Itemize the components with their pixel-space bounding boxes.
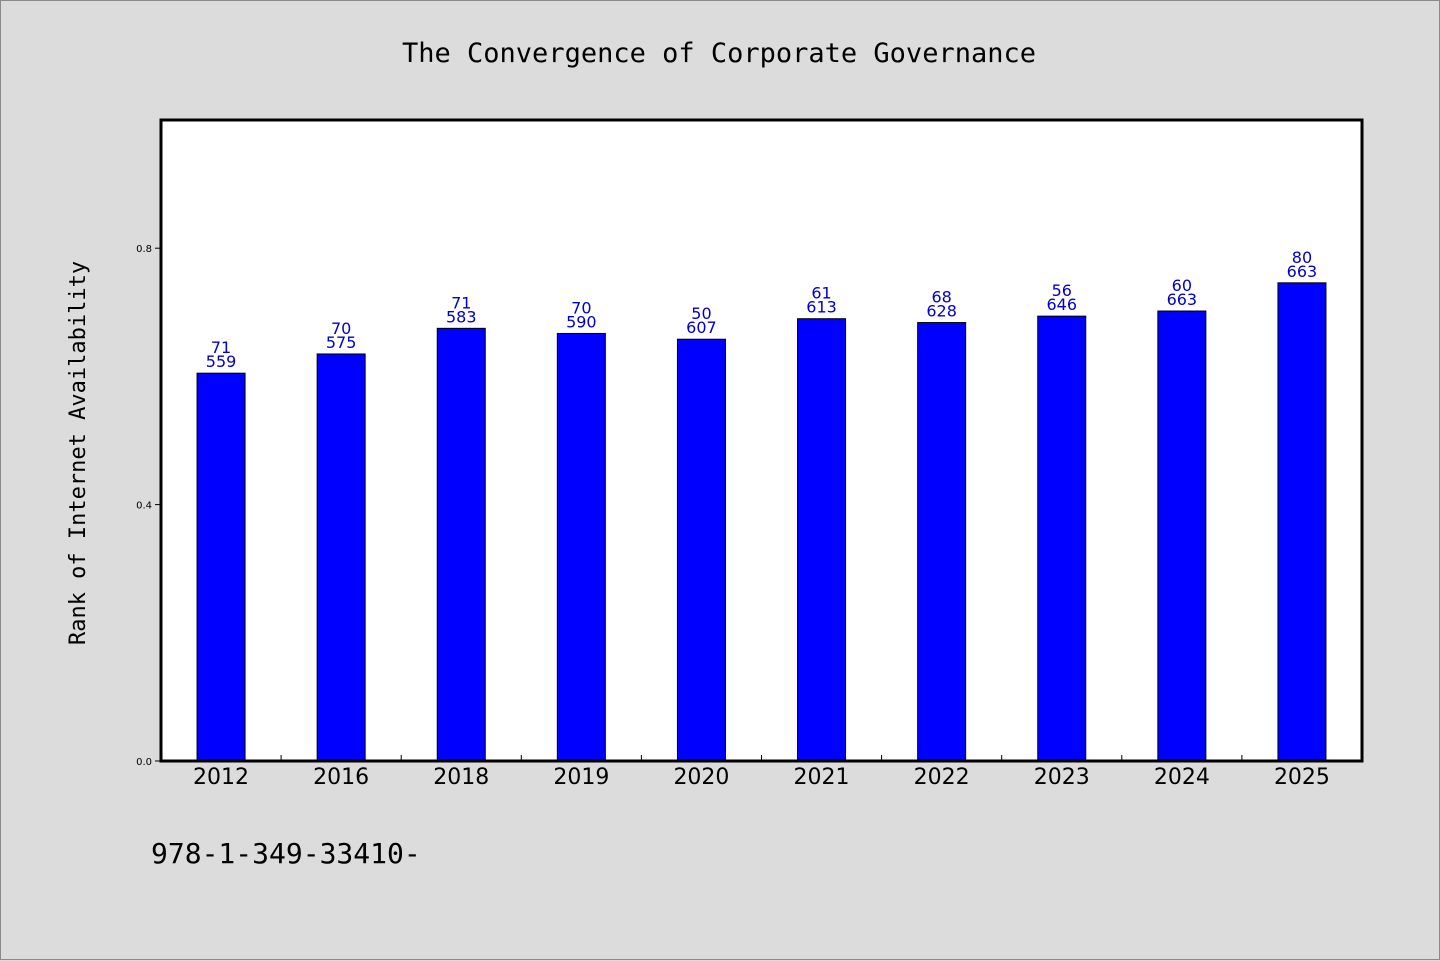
bar-label-bottom-2023: 646: [1046, 295, 1077, 314]
bar-label-top-2019: 70: [571, 298, 591, 317]
bar-2023: [1037, 315, 1087, 762]
bar-2024: [1157, 310, 1207, 762]
bar-2021: [797, 318, 847, 762]
bar-label-top-2016: 70: [331, 319, 351, 338]
bar-label-bottom-2020: 607: [686, 318, 717, 337]
x-tick-label-2025: 2025: [1274, 765, 1330, 790]
x-tick-label-2019: 2019: [553, 765, 609, 790]
bar-label-bottom-2012: 559: [206, 352, 237, 371]
bar-label-top-2022: 68: [931, 288, 951, 307]
bar-label-top-2025: 80: [1292, 248, 1312, 267]
y-tick-label-0.0: 0.0: [136, 757, 152, 768]
footer-isbn: 978-1-349-33410-: [151, 837, 421, 870]
bar-2020: [676, 338, 726, 762]
x-tick-label-2020: 2020: [673, 765, 729, 790]
bar-label-top-2012: 71: [211, 338, 231, 357]
x-tick-label-2023: 2023: [1034, 765, 1090, 790]
x-tick-label-2018: 2018: [433, 765, 489, 790]
y-axis-ticks: 0.0 0.4 0.8: [136, 244, 161, 768]
bar-label-top-2024: 60: [1172, 276, 1192, 295]
bar-2022: [917, 322, 967, 762]
x-tick-label-2012: 2012: [193, 765, 249, 790]
bar-label-bottom-2024: 663: [1167, 290, 1198, 309]
chart-title: The Convergence of Corporate Governance: [402, 38, 1036, 69]
bar-label-bottom-2021: 613: [806, 298, 837, 317]
bar-2018: [436, 327, 486, 762]
bar-2025: [1277, 282, 1327, 762]
bar-label-top-2018: 71: [451, 293, 471, 312]
bar-2019: [556, 332, 606, 762]
x-axis-ticks: 2012 2016 2018 2019 2020 2021 2022 2023 2024 2025: [193, 755, 1330, 790]
x-tick-label-2021: 2021: [794, 765, 850, 790]
plot-border: [159, 118, 1364, 763]
bars: [196, 282, 1327, 762]
x-tick-label-2024: 2024: [1154, 765, 1210, 790]
x-tick-label-2022: 2022: [914, 765, 970, 790]
bar-label-top-2021: 61: [811, 284, 831, 303]
bar-label-bottom-2025: 663: [1287, 262, 1318, 281]
x-tick-label-2016: 2016: [313, 765, 369, 790]
y-axis-label: Rank of Internet Availability: [66, 261, 91, 645]
bar-label-bottom-2019: 590: [566, 312, 597, 331]
bar-label-top-2020: 50: [691, 304, 711, 323]
bar-label-top-2023: 56: [1052, 281, 1072, 300]
bar-label-bottom-2018: 583: [446, 307, 477, 326]
bar-label-bottom-2022: 628: [926, 302, 957, 321]
bar-label-bottom-2016: 575: [326, 333, 357, 352]
y-tick-label-0.4: 0.4: [136, 501, 152, 512]
y-tick-label-0.8: 0.8: [136, 244, 152, 255]
bar-2016: [316, 353, 366, 762]
bar-2012: [196, 372, 246, 762]
